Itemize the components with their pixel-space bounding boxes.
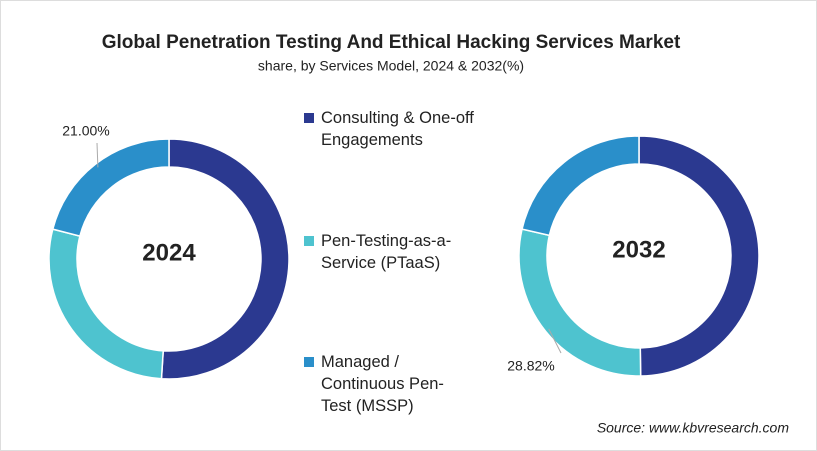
leader-line	[96, 142, 99, 168]
data-label: 28.82%	[507, 358, 554, 374]
source: Source: www.kbvresearch.com	[597, 420, 790, 436]
legend-label: Consulting & One-off Engagements	[321, 109, 474, 149]
legend-swatch	[304, 113, 314, 123]
legend-swatch	[304, 357, 314, 367]
leader-line	[548, 328, 562, 354]
chart-subtitle: share, by Services Model, 2024 & 2032(%)	[258, 58, 524, 74]
legend-swatch	[304, 236, 314, 246]
donut-segment	[638, 135, 760, 377]
data-label: 21.00%	[62, 123, 109, 139]
donut-segment	[160, 138, 290, 380]
legend-item: Consulting & One-off Engagements	[304, 107, 494, 151]
donut-center-label: 2024	[142, 239, 196, 266]
legend-item: Managed / Continuous Pen-Test (MSSP)	[304, 351, 469, 417]
legend-label: Managed / Continuous Pen-Test (MSSP)	[321, 353, 444, 415]
donut-center-label: 2032	[612, 236, 665, 263]
donut-segment	[521, 135, 640, 237]
donut-segment	[51, 138, 170, 238]
chart-title: Global Penetration Testing And Ethical H…	[102, 32, 681, 53]
legend-label: Pen-Testing-as-a-Service (PTaaS)	[321, 232, 452, 272]
legend-item: Pen-Testing-as-a-Service (PTaaS)	[304, 230, 479, 274]
